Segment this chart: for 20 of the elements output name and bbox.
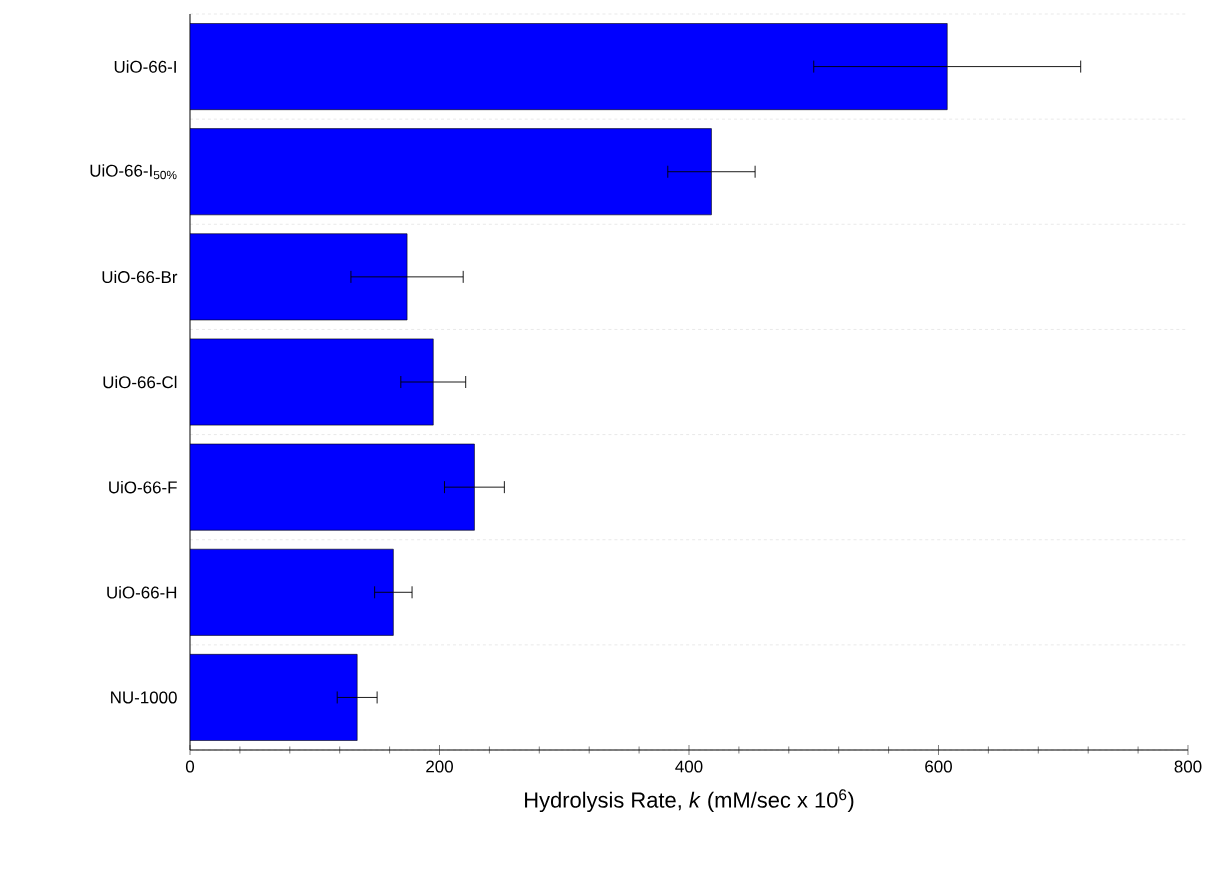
x-tick-label: 0 xyxy=(185,760,195,773)
x-tick-label: 600 xyxy=(925,760,952,773)
y-tick-label: UiO-66-F xyxy=(109,480,177,494)
x-tick-label: 400 xyxy=(675,760,703,773)
bar xyxy=(190,128,712,216)
y-tick-label: UiO-66-Br xyxy=(102,270,178,284)
y-tick-label: NU-1000 xyxy=(111,691,177,704)
y-tick-label: UiO-66-H xyxy=(107,586,177,599)
bar xyxy=(190,233,408,321)
x-tick-label: 200 xyxy=(426,760,453,773)
bar xyxy=(190,338,434,426)
y-tick-label: UiO-66-I xyxy=(114,60,176,73)
x-axis-title: Hydrolysis Rate, k (mM/sec x 10$^{6}$) xyxy=(525,789,854,813)
bar xyxy=(190,443,475,531)
y-tick-label: UiO-66-Cl xyxy=(103,375,177,389)
bar xyxy=(190,23,948,110)
bar xyxy=(190,654,358,741)
x-tick-label: 800 xyxy=(1174,760,1202,773)
bar xyxy=(190,548,394,636)
y-tick-label: UiO-66-I$_{50%}$ xyxy=(90,164,177,180)
